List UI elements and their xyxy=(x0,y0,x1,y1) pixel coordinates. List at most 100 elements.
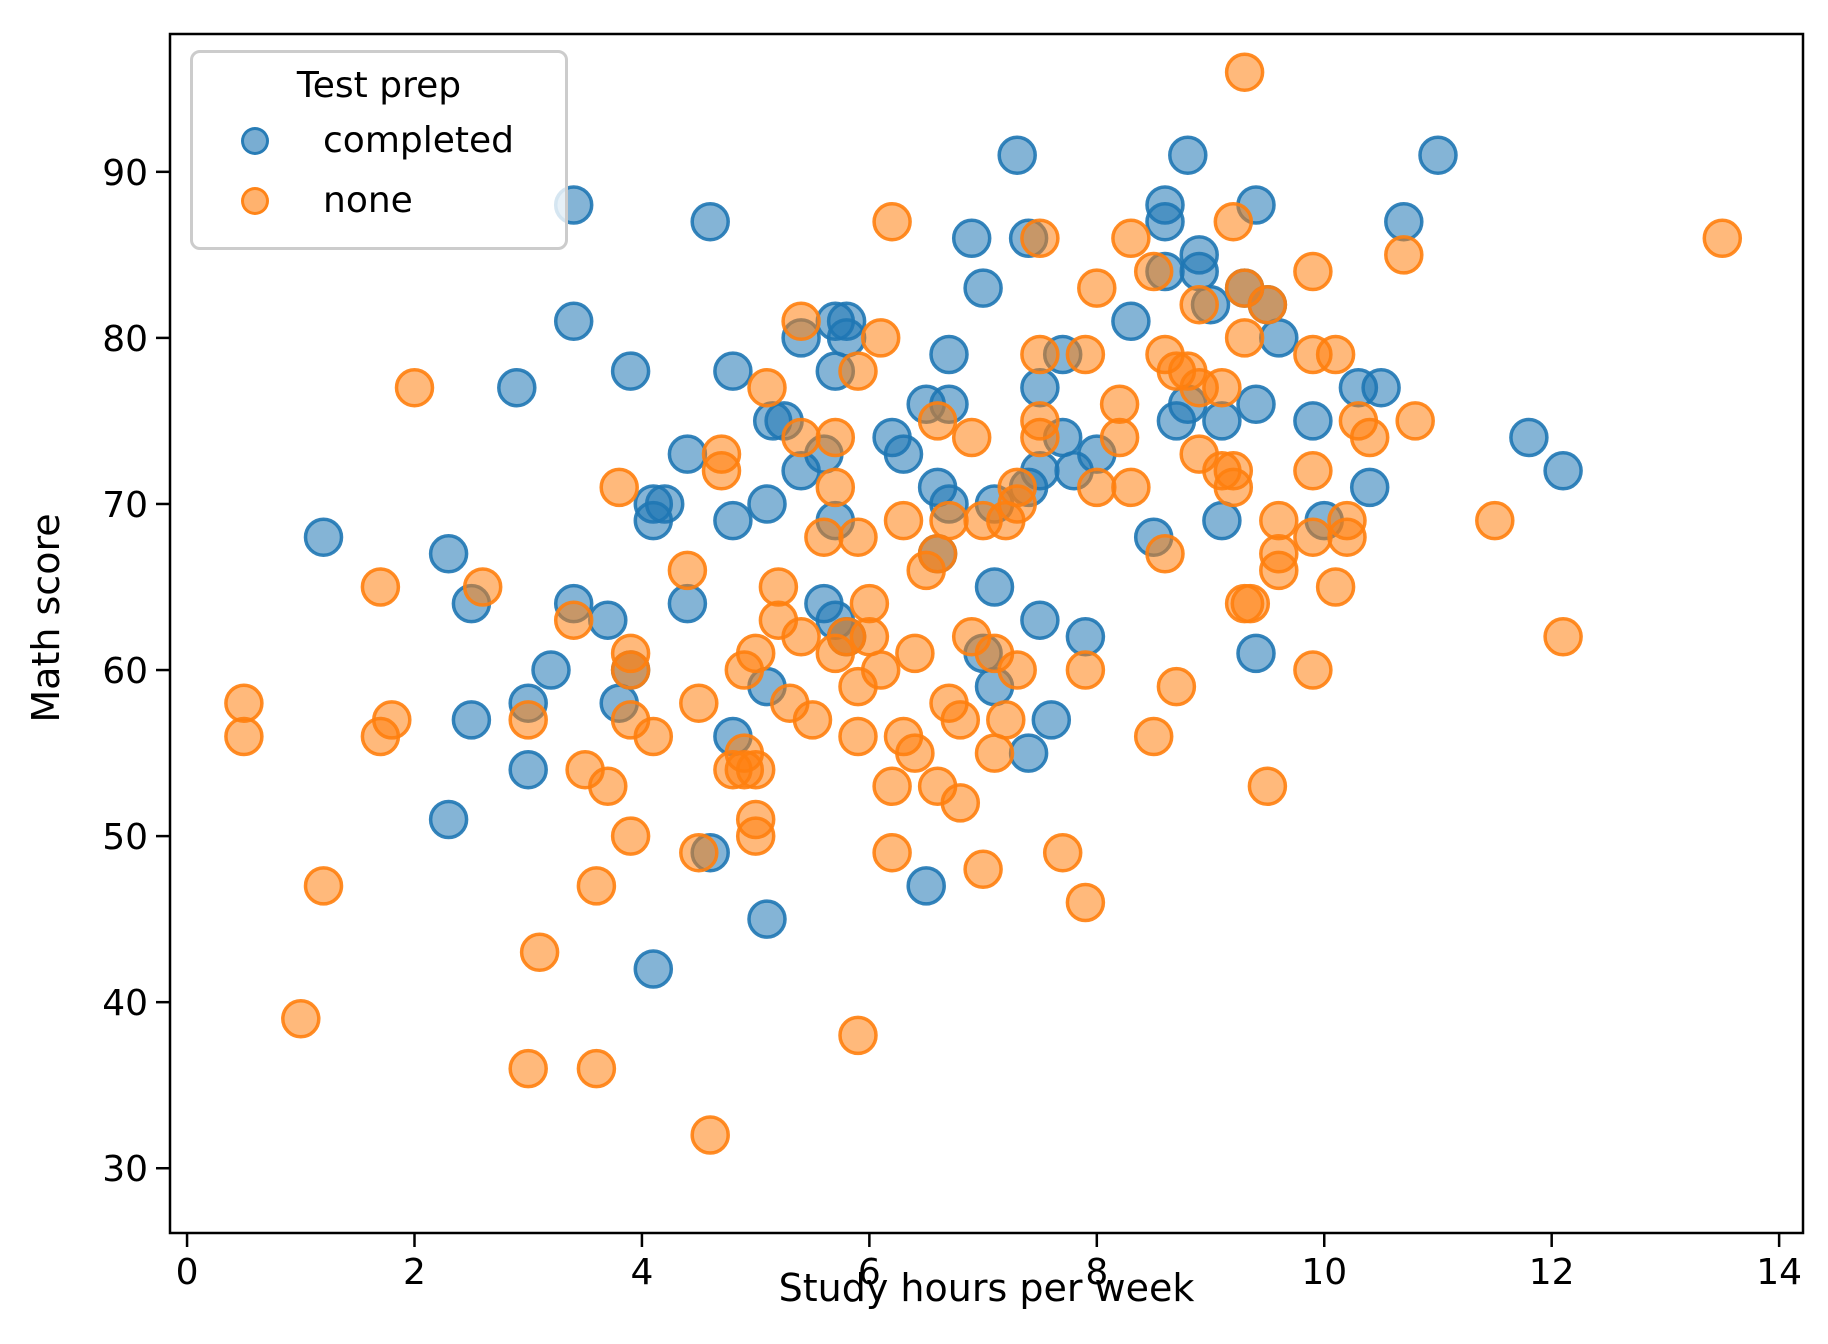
scatter-point-completed xyxy=(1179,251,1219,292)
legend-entry-none: none xyxy=(241,179,413,223)
scatter-point-none xyxy=(1213,201,1254,242)
scatter-point-none xyxy=(883,500,924,541)
scatter-point-none xyxy=(1213,467,1254,508)
scatter-point-completed xyxy=(1065,617,1106,657)
scatter-point-none xyxy=(860,318,901,358)
y-tick-label: 50 xyxy=(102,817,148,858)
scatter-point-completed xyxy=(1202,401,1242,441)
scatter-point-none xyxy=(1293,650,1333,690)
y-axis-label: Math score xyxy=(24,513,68,723)
scatter-point-none xyxy=(849,583,890,624)
scatter-point-none xyxy=(1395,401,1435,441)
scatter-point-none xyxy=(303,866,344,906)
legend-entry-completed-label: completed xyxy=(323,120,515,161)
scatter-point-none xyxy=(1259,550,1299,591)
scatter-point-none xyxy=(588,766,628,807)
scatter-point-none xyxy=(1020,417,1060,458)
scatter-point-none xyxy=(849,617,890,657)
scatter-point-none xyxy=(360,716,401,757)
scatter-point-completed xyxy=(951,218,992,259)
scatter-point-none xyxy=(838,517,878,557)
y-tick-label: 70 xyxy=(102,485,148,526)
x-tick-label: 10 xyxy=(1301,1252,1347,1293)
scatter-point-none xyxy=(838,666,878,707)
scatter-point-none xyxy=(1315,334,1356,375)
scatter-point-none xyxy=(519,932,560,973)
scatter-point-completed xyxy=(497,367,537,408)
scatter-point-none xyxy=(747,367,787,408)
scatter-point-none xyxy=(1293,517,1333,557)
legend-entry-none-label: none xyxy=(323,180,413,221)
scatter-point-none xyxy=(1179,284,1219,325)
scatter-point-none xyxy=(667,550,708,591)
scatter-point-none xyxy=(1133,251,1174,292)
scatter-point-none xyxy=(906,550,946,591)
x-tick-label: 0 xyxy=(176,1252,199,1293)
scatter-point-completed xyxy=(781,451,821,491)
scatter-point-none xyxy=(1065,650,1106,690)
scatter-point-none xyxy=(804,517,844,557)
scatter-point-none xyxy=(1224,52,1265,92)
scatter-point-none xyxy=(462,567,503,607)
scatter-point-none xyxy=(838,1015,878,1056)
scatter-point-completed xyxy=(428,534,469,574)
scatter-point-none xyxy=(1099,417,1140,458)
scatter-point-none xyxy=(679,683,719,723)
scatter-point-none xyxy=(872,201,912,242)
scatter-point-completed xyxy=(1236,633,1276,674)
scatter-point-none xyxy=(781,617,821,657)
scatter-point-completed xyxy=(1156,401,1197,441)
plot-border xyxy=(168,32,1805,1235)
scatter-point-none xyxy=(815,467,856,508)
scatter-point-none xyxy=(690,1115,730,1155)
scatter-point-none xyxy=(1327,517,1367,557)
scatter-point-none xyxy=(553,600,594,640)
scatter-point-completed xyxy=(826,318,867,358)
scatter-point-completed xyxy=(1202,500,1242,541)
scatter-point-none xyxy=(599,467,639,508)
scatter-point-completed xyxy=(883,434,924,474)
scatter-point-none xyxy=(224,683,264,723)
scatter-point-none xyxy=(1543,617,1583,657)
scatter-point-completed xyxy=(997,135,1037,175)
x-tick-label: 14 xyxy=(1756,1252,1802,1293)
scatter-point-none xyxy=(281,999,321,1039)
scatter-point-none xyxy=(917,401,958,441)
scatter-point-completed xyxy=(610,351,651,391)
x-axis-label: Study hours per week xyxy=(778,1266,1195,1310)
scatter-point-completed xyxy=(451,700,492,740)
scatter-point-none xyxy=(1247,284,1288,325)
scatter-point-none xyxy=(1111,467,1151,508)
scatter-point-completed xyxy=(747,484,787,524)
scatter-point-completed xyxy=(1145,201,1185,242)
scatter-point-none xyxy=(1349,417,1390,458)
scatter-point-none xyxy=(1145,534,1185,574)
scatter-point-completed xyxy=(1384,201,1424,242)
scatter-point-none xyxy=(701,451,742,491)
scatter-point-completed xyxy=(588,600,628,640)
scatter-point-none xyxy=(1156,666,1197,707)
scatter-point-completed xyxy=(1418,135,1458,175)
scatter-point-completed xyxy=(1361,367,1401,408)
scatter-point-completed xyxy=(531,650,571,690)
scatter-point-completed xyxy=(1020,367,1060,408)
scatter-point-completed xyxy=(1020,600,1060,640)
y-tick-label: 90 xyxy=(102,153,148,194)
scatter-point-completed xyxy=(747,899,787,939)
scatter-point-completed xyxy=(633,500,674,541)
y-tick-label: 30 xyxy=(102,1149,148,1190)
legend: Test prep completed none xyxy=(190,50,568,250)
scatter-point-none xyxy=(1077,467,1117,508)
scatter-point-none xyxy=(1020,218,1060,259)
scatter-point-none xyxy=(1099,384,1140,425)
scatter-point-none xyxy=(1293,451,1333,491)
scatter-point-none xyxy=(1065,334,1106,375)
scatter-point-none xyxy=(1384,235,1424,275)
scatter-point-completed xyxy=(1008,733,1049,773)
scatter-point-completed xyxy=(974,567,1015,607)
scatter-point-completed xyxy=(667,583,708,624)
legend-entry-completed: completed xyxy=(241,119,514,163)
scatter-point-none xyxy=(360,567,401,607)
scatter-point-completed xyxy=(1031,700,1072,740)
